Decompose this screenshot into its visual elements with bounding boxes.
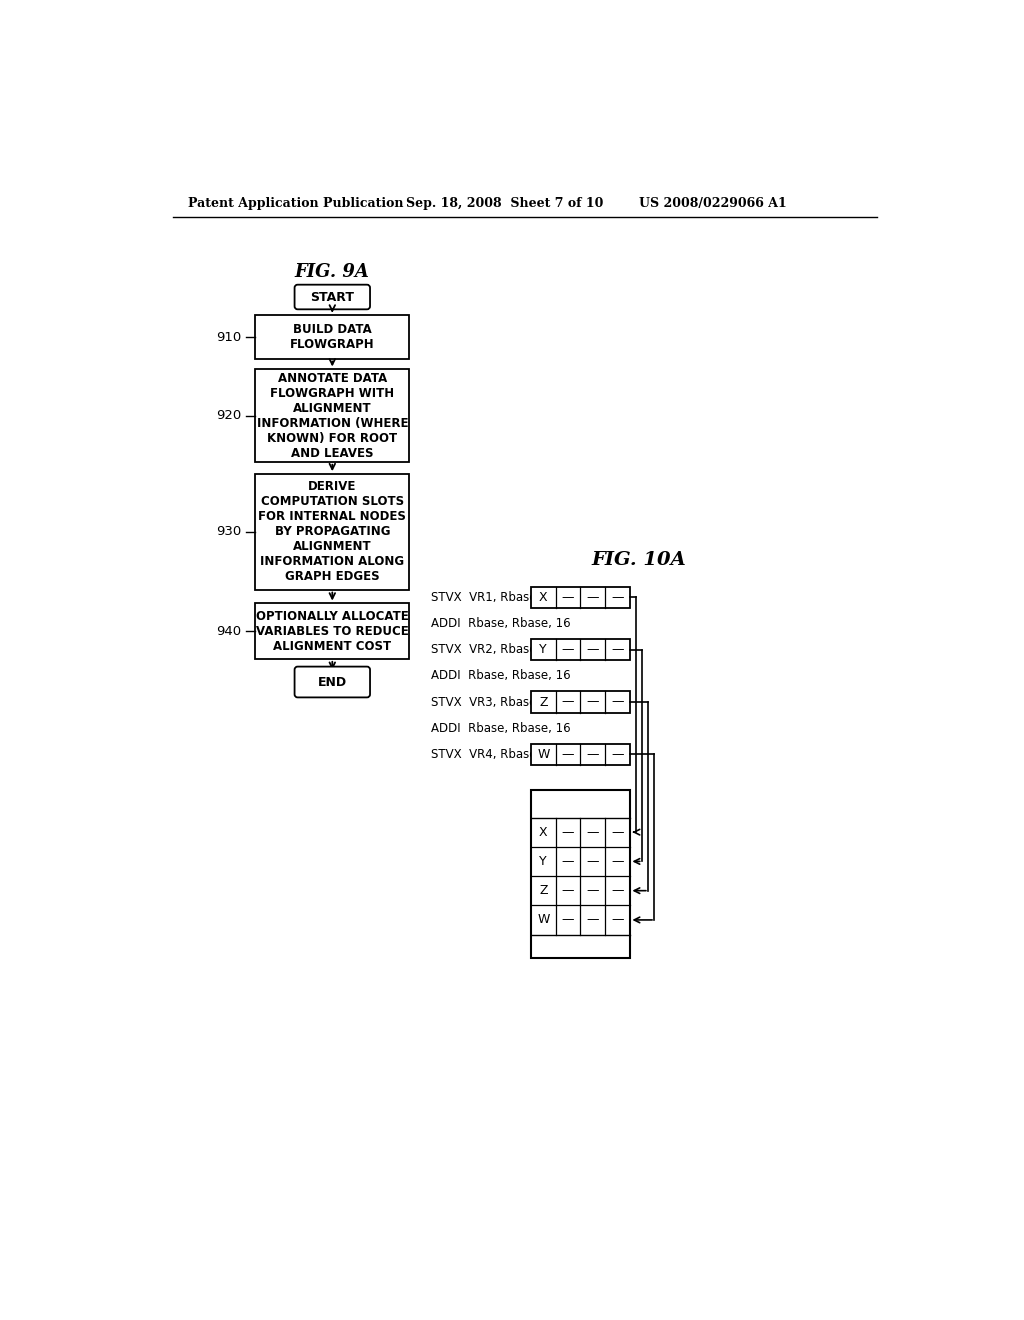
Text: DERIVE
COMPUTATION SLOTS
FOR INTERNAL NODES
BY PROPAGATING
ALIGNMENT
INFORMATION: DERIVE COMPUTATION SLOTS FOR INTERNAL NO…: [258, 480, 407, 583]
Bar: [531, 692, 630, 713]
Text: —: —: [587, 825, 599, 838]
Text: —: —: [562, 913, 574, 927]
Text: —: —: [611, 696, 624, 709]
Text: Sep. 18, 2008  Sheet 7 of 10: Sep. 18, 2008 Sheet 7 of 10: [407, 197, 603, 210]
Text: Z: Z: [539, 884, 548, 898]
FancyBboxPatch shape: [295, 667, 370, 697]
Text: —: —: [562, 825, 574, 838]
Text: Z: Z: [539, 696, 548, 709]
Text: BUILD DATA
FLOWGRAPH: BUILD DATA FLOWGRAPH: [290, 323, 375, 351]
Text: —: —: [611, 591, 624, 603]
Text: 940: 940: [216, 624, 242, 638]
Text: STVX  VR4, Rbase: STVX VR4, Rbase: [431, 748, 537, 760]
Text: —: —: [587, 643, 599, 656]
Bar: [531, 789, 630, 958]
Text: —: —: [562, 591, 574, 603]
Text: OPTIONALLY ALLOCATE
VARIABLES TO REDUCE
ALIGNMENT COST: OPTIONALLY ALLOCATE VARIABLES TO REDUCE …: [256, 610, 409, 652]
Text: STVX  VR1, Rbase: STVX VR1, Rbase: [431, 591, 537, 603]
Text: —: —: [611, 748, 624, 760]
Text: —: —: [587, 591, 599, 603]
Text: X: X: [539, 825, 548, 838]
Bar: [255, 603, 410, 659]
Text: FIG. 9A: FIG. 9A: [295, 264, 370, 281]
Text: —: —: [562, 643, 574, 656]
Text: START: START: [310, 290, 354, 304]
Text: FIG. 10A: FIG. 10A: [592, 552, 686, 569]
Text: —: —: [611, 825, 624, 838]
FancyBboxPatch shape: [295, 285, 370, 309]
Text: ANNOTATE DATA
FLOWGRAPH WITH
ALIGNMENT
INFORMATION (WHERE
KNOWN) FOR ROOT
AND LE: ANNOTATE DATA FLOWGRAPH WITH ALIGNMENT I…: [257, 372, 408, 459]
Text: —: —: [562, 748, 574, 760]
Text: STVX  VR3, Rbase: STVX VR3, Rbase: [431, 696, 537, 709]
Text: —: —: [611, 913, 624, 927]
Text: 930: 930: [216, 525, 242, 539]
Text: US 2008/0229066 A1: US 2008/0229066 A1: [639, 197, 786, 210]
Text: X: X: [539, 591, 548, 603]
Text: W: W: [538, 748, 550, 760]
Text: —: —: [611, 643, 624, 656]
Text: —: —: [562, 696, 574, 709]
Bar: [255, 370, 410, 462]
Text: ADDI  Rbase, Rbase, 16: ADDI Rbase, Rbase, 16: [431, 669, 570, 682]
Bar: [255, 474, 410, 590]
Bar: [531, 586, 630, 609]
Text: —: —: [587, 855, 599, 869]
Text: Y: Y: [540, 643, 547, 656]
Text: —: —: [611, 855, 624, 869]
Text: Patent Application Publication: Patent Application Publication: [188, 197, 403, 210]
Text: ADDI  Rbase, Rbase, 16: ADDI Rbase, Rbase, 16: [431, 616, 570, 630]
Text: —: —: [611, 884, 624, 898]
Bar: [531, 639, 630, 660]
Text: —: —: [587, 884, 599, 898]
Text: STVX  VR2, Rbase: STVX VR2, Rbase: [431, 643, 537, 656]
Text: —: —: [562, 884, 574, 898]
Text: —: —: [587, 748, 599, 760]
Text: W: W: [538, 913, 550, 927]
Bar: [531, 743, 630, 766]
Text: 910: 910: [216, 330, 242, 343]
Text: Y: Y: [540, 855, 547, 869]
Bar: [255, 315, 410, 359]
Text: END: END: [317, 676, 347, 689]
Text: —: —: [587, 696, 599, 709]
Text: —: —: [587, 913, 599, 927]
Text: ADDI  Rbase, Rbase, 16: ADDI Rbase, Rbase, 16: [431, 722, 570, 735]
Text: 920: 920: [216, 409, 242, 422]
Text: —: —: [562, 855, 574, 869]
